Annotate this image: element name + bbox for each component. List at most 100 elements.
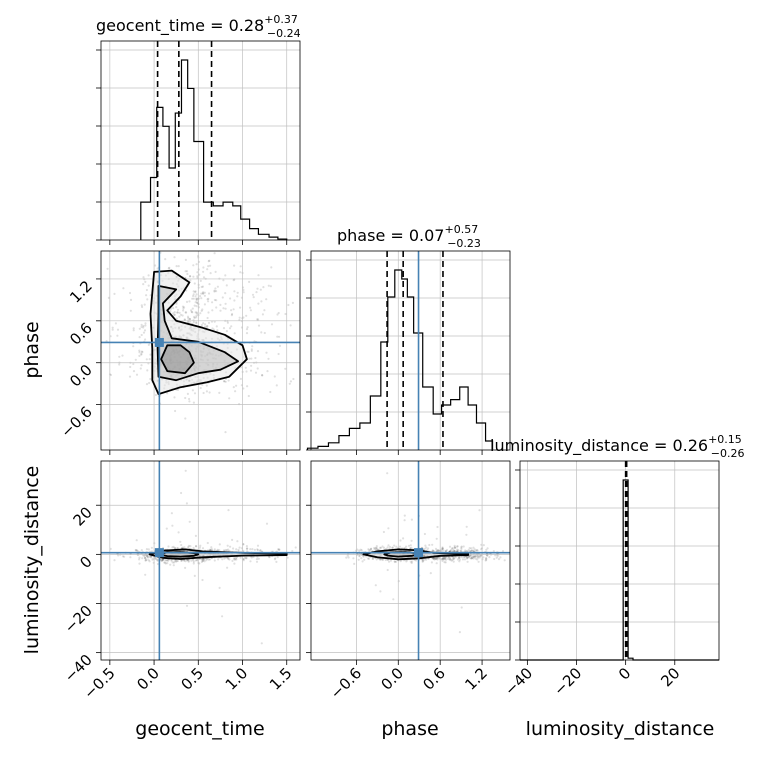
sample-point bbox=[144, 573, 147, 576]
sample-point bbox=[165, 559, 168, 562]
sample-point bbox=[477, 560, 480, 563]
sample-point bbox=[192, 297, 195, 300]
sample-point bbox=[113, 292, 116, 295]
sample-point bbox=[138, 349, 141, 352]
sample-point bbox=[410, 561, 413, 565]
sample-point bbox=[144, 557, 147, 560]
sample-point bbox=[145, 288, 148, 292]
sample-point bbox=[173, 311, 176, 314]
sample-point bbox=[413, 558, 416, 562]
sample-point bbox=[140, 364, 143, 367]
sample-point bbox=[194, 534, 197, 538]
sample-point bbox=[219, 309, 222, 312]
sample-point bbox=[194, 290, 197, 293]
sample-point bbox=[374, 547, 377, 550]
sample-point bbox=[423, 547, 426, 550]
sample-point bbox=[367, 548, 370, 551]
sample-point bbox=[209, 548, 212, 551]
sample-point bbox=[245, 556, 248, 560]
sample-point bbox=[147, 556, 150, 559]
sample-point bbox=[206, 268, 209, 271]
sample-point bbox=[239, 265, 242, 268]
sample-point bbox=[155, 558, 158, 561]
sample-point bbox=[462, 545, 465, 548]
sample-point bbox=[144, 559, 147, 562]
sample-point bbox=[445, 548, 449, 552]
sample-point bbox=[193, 315, 196, 318]
sample-point bbox=[217, 558, 220, 561]
sample-point bbox=[134, 548, 137, 552]
sample-point bbox=[166, 562, 169, 565]
sample-point bbox=[256, 287, 259, 290]
sample-point bbox=[465, 533, 468, 536]
sample-point bbox=[291, 301, 294, 304]
sample-point bbox=[451, 556, 454, 559]
sample-point bbox=[472, 546, 475, 549]
sample-point bbox=[203, 294, 206, 297]
sample-point bbox=[410, 539, 413, 542]
sample-point bbox=[231, 559, 234, 563]
sample-point bbox=[181, 305, 185, 308]
sample-point bbox=[256, 549, 259, 552]
sample-point bbox=[161, 558, 164, 561]
sample-point bbox=[460, 546, 463, 549]
sample-point bbox=[275, 560, 278, 564]
sample-point bbox=[193, 282, 196, 285]
sample-point bbox=[195, 322, 198, 325]
sample-point bbox=[236, 540, 239, 543]
sample-point bbox=[207, 311, 210, 314]
sample-point bbox=[184, 469, 187, 472]
sample-point bbox=[156, 559, 159, 562]
sample-point bbox=[209, 549, 212, 552]
sample-point bbox=[382, 530, 385, 534]
sample-point bbox=[375, 558, 378, 561]
sample-point bbox=[222, 327, 226, 330]
sample-point bbox=[458, 558, 461, 561]
x-tick-label: −0.6 bbox=[327, 664, 365, 702]
sample-point bbox=[456, 545, 459, 548]
sample-point bbox=[189, 279, 192, 282]
xlabel-phase: phase bbox=[381, 718, 438, 740]
sample-point bbox=[436, 558, 439, 561]
sample-point bbox=[199, 295, 202, 298]
sample-point bbox=[393, 544, 396, 547]
sample-point bbox=[260, 331, 263, 334]
sample-point bbox=[432, 557, 435, 560]
sample-point bbox=[172, 545, 175, 549]
axes-frame bbox=[100, 250, 301, 451]
sample-point bbox=[232, 386, 235, 389]
sample-point bbox=[450, 559, 453, 562]
sample-point bbox=[460, 547, 463, 551]
sample-point bbox=[144, 559, 147, 562]
sample-point bbox=[145, 554, 148, 557]
sample-point bbox=[425, 558, 428, 561]
sample-point bbox=[123, 555, 126, 558]
sample-point bbox=[154, 556, 157, 560]
sample-point bbox=[463, 558, 467, 561]
sample-point bbox=[132, 329, 135, 332]
sample-point bbox=[261, 313, 264, 316]
sample-point bbox=[181, 314, 184, 317]
sample-point bbox=[460, 606, 463, 609]
xlabel-geocent-time: geocent_time bbox=[135, 718, 264, 740]
sample-point bbox=[369, 549, 372, 552]
sample-point bbox=[142, 283, 145, 286]
sample-point bbox=[213, 252, 216, 255]
y-tick-label: −20 bbox=[61, 602, 96, 637]
axes-frame bbox=[100, 460, 301, 661]
sample-point bbox=[191, 389, 194, 392]
sample-point bbox=[141, 305, 144, 309]
sample-point bbox=[259, 549, 262, 552]
sample-point bbox=[146, 298, 149, 301]
sample-point bbox=[446, 557, 449, 561]
sample-point bbox=[149, 377, 152, 381]
sample-point bbox=[436, 549, 439, 552]
sample-point bbox=[164, 562, 167, 565]
sample-point bbox=[128, 291, 132, 295]
sample-point bbox=[176, 311, 179, 314]
sample-point bbox=[503, 559, 506, 562]
sample-point bbox=[167, 559, 170, 562]
sample-point bbox=[245, 547, 249, 550]
sample-point bbox=[466, 556, 469, 559]
sample-point bbox=[140, 325, 143, 329]
